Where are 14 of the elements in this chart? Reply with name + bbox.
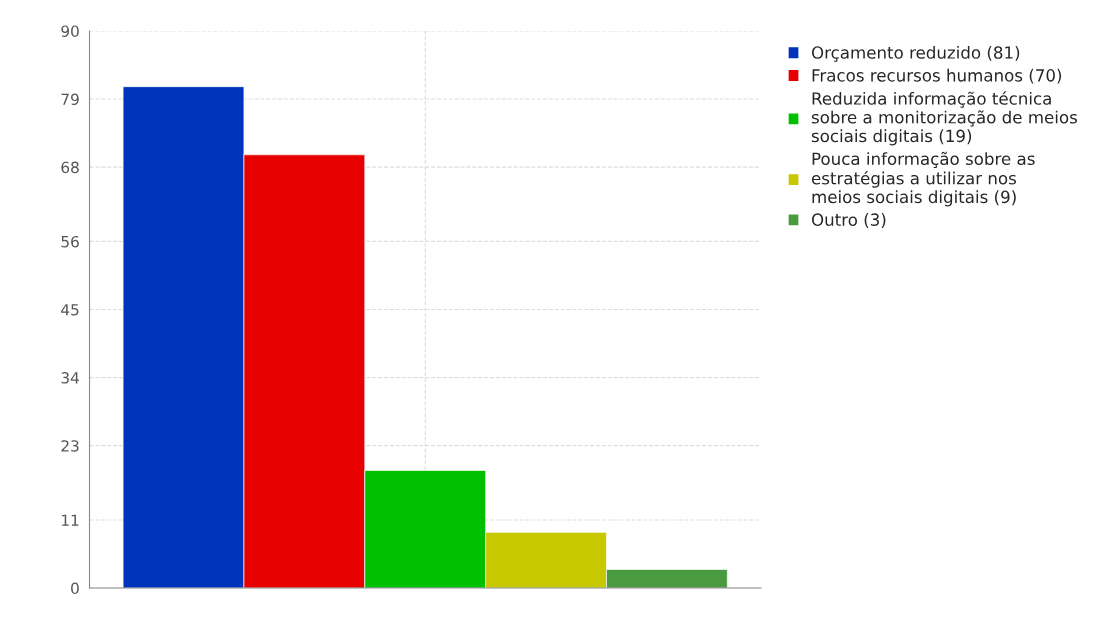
legend-label: Pouca informação sobre as estratégias a utilizar nos meios sociais digitais (9) xyxy=(811,151,1035,207)
legend-label: Orçamento reduzido (81) xyxy=(811,45,1020,62)
y-tick-label: 79 xyxy=(61,93,79,106)
y-tick-label: 23 xyxy=(61,440,79,452)
y-tick-label: 45 xyxy=(61,304,79,316)
y-tick-label: 34 xyxy=(61,372,79,384)
legend-label: Reduzida informação técnica sobre a monitorização de meios sociais digitais (19) xyxy=(811,91,1078,146)
y-tick-label: 68 xyxy=(61,161,79,174)
y-tick-label: 90 xyxy=(61,25,79,37)
legend-label: Fracos recursos humanos (70) xyxy=(812,68,1062,84)
y-tick-label: 56 xyxy=(61,235,79,248)
y-tick-label: 11 xyxy=(62,514,79,526)
legend-label: Outro (3) xyxy=(811,213,886,228)
y-tick-label: 0 xyxy=(71,582,79,595)
